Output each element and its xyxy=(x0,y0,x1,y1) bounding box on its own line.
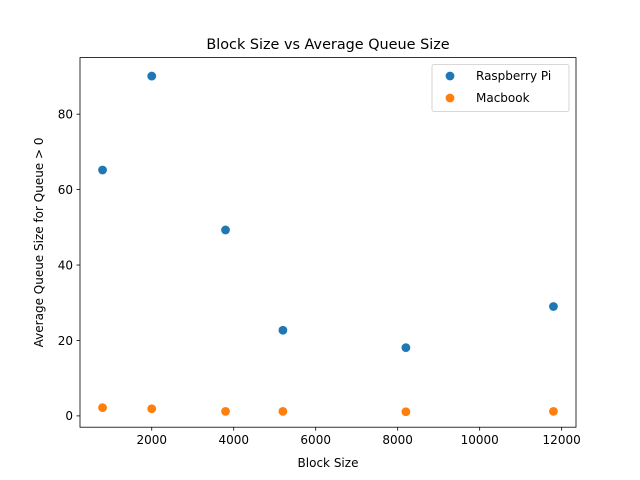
data-point-macbook xyxy=(549,406,558,416)
data-point-raspberry-pi xyxy=(549,302,558,311)
legend-label-macbook: Macbook xyxy=(476,91,530,105)
data-point-raspberry-pi xyxy=(98,165,107,175)
y-tick-label: 80 xyxy=(58,107,73,121)
data-point-macbook xyxy=(278,406,288,416)
data-point-macbook xyxy=(221,406,230,416)
x-tick-label: 10000 xyxy=(461,433,499,447)
data-point-raspberry-pi xyxy=(147,71,157,81)
x-tick-label: 8000 xyxy=(382,433,413,447)
x-tick-label: 6000 xyxy=(300,433,331,447)
legend-label-raspberry-pi: Raspberry Pi xyxy=(476,69,551,83)
x-tick-label: 4000 xyxy=(218,433,249,447)
y-axis-label: Average Queue Size for Queue > 0 xyxy=(32,137,46,347)
y-tick-label: 0 xyxy=(65,409,73,423)
data-point-raspberry-pi xyxy=(278,325,288,335)
legend-marker-macbook xyxy=(445,93,455,103)
data-point-macbook xyxy=(401,407,411,417)
legend-box xyxy=(431,64,570,112)
y-axis-ticks: 0 20 40 60 80 xyxy=(58,107,80,423)
chart-title: Block Size vs Average Queue Size xyxy=(206,37,449,53)
y-tick-label: 20 xyxy=(58,334,73,348)
x-tick-label: 2000 xyxy=(136,433,167,447)
legend: Raspberry Pi Macbook xyxy=(431,64,570,112)
x-tick-label: 12000 xyxy=(543,433,581,447)
data-point-macbook xyxy=(147,404,157,414)
x-axis-label: Block Size xyxy=(298,456,359,470)
x-axis-ticks: 2000 4000 6000 8000 10000 12000 xyxy=(136,427,581,447)
y-tick-label: 60 xyxy=(58,183,73,197)
legend-marker-raspberry-pi xyxy=(445,71,455,81)
data-point-raspberry-pi xyxy=(401,343,411,353)
axes-frame xyxy=(79,57,577,428)
data-point-macbook xyxy=(98,403,107,412)
data-point-raspberry-pi xyxy=(221,225,230,235)
plot-area xyxy=(98,71,558,417)
y-tick-label: 40 xyxy=(58,258,73,272)
